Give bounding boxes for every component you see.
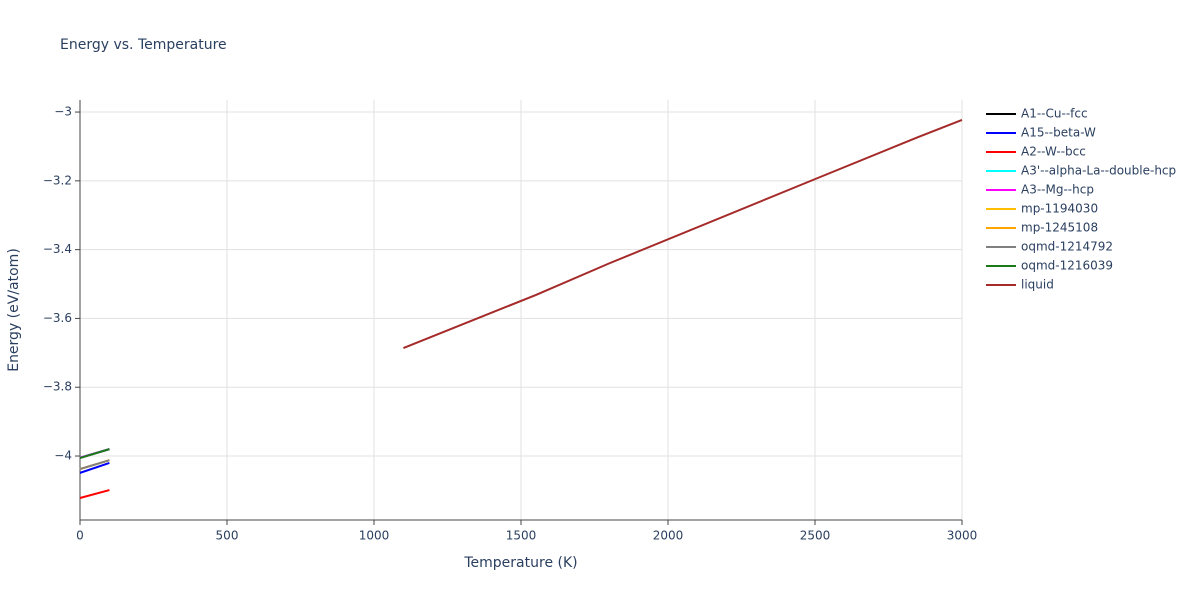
- x-axis-label: Temperature (K): [463, 555, 577, 571]
- y-tick-label: −3.8: [43, 380, 72, 394]
- x-tick-label: 0: [76, 529, 84, 543]
- series-line: [79, 459, 110, 471]
- legend-label: A3--Mg--hcp: [1021, 183, 1094, 197]
- x-tick-label: 1000: [359, 529, 390, 543]
- x-tick-label: 500: [216, 529, 239, 543]
- y-axis-label: Energy (eV/atom): [6, 248, 22, 372]
- series-line: [79, 489, 110, 499]
- series-line: [403, 119, 963, 349]
- x-tick-label: 2000: [653, 529, 684, 543]
- legend-label: liquid: [1021, 278, 1054, 292]
- legend-label: mp-1194030: [1021, 202, 1098, 216]
- y-tick-label: −3: [54, 105, 72, 119]
- legend-label: A2--W--bcc: [1021, 145, 1086, 159]
- x-tick-label: 3000: [947, 529, 978, 543]
- y-tick-label: −3.2: [43, 173, 72, 187]
- legend-label: A15--beta-W: [1021, 126, 1096, 140]
- series-line: [79, 461, 110, 474]
- x-tick-label: 1500: [506, 529, 537, 543]
- legend-label: A1--Cu--fcc: [1021, 107, 1088, 121]
- legend-label: mp-1245108: [1021, 221, 1098, 235]
- legend-label: oqmd-1216039: [1021, 259, 1113, 273]
- chart-title: Energy vs. Temperature: [60, 37, 227, 53]
- y-tick-label: −3.6: [43, 311, 72, 325]
- legend-label: A3'--alpha-La--double-hcp: [1021, 164, 1176, 178]
- y-tick-label: −3.4: [43, 242, 72, 256]
- y-tick-label: −4: [54, 449, 72, 463]
- legend-label: oqmd-1214792: [1021, 240, 1113, 254]
- x-tick-label: 2500: [800, 529, 831, 543]
- series-line: [79, 448, 110, 460]
